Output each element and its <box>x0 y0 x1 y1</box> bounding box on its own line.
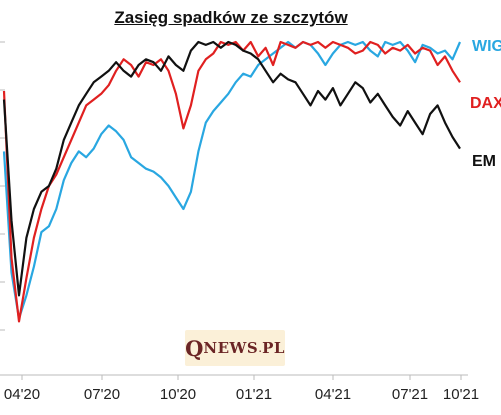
y-tick-marks <box>0 41 5 376</box>
chart-title: Zasięg spadków ze szczytów <box>114 8 348 27</box>
x-tick-label: 04'20 <box>3 386 41 403</box>
series-line-wig <box>2 40 462 320</box>
series-line-em <box>2 40 461 297</box>
x-tick-label: 07'21 <box>391 386 429 403</box>
x-tick-label: 10'21 <box>442 386 480 403</box>
x-tick-label: 04'21 <box>314 386 352 403</box>
series-label-wig: WIG <box>472 38 501 55</box>
x-tick-marks <box>21 375 462 380</box>
x-tick-label: 10'20 <box>159 386 197 403</box>
series-line-dax <box>2 40 461 323</box>
x-tick-label: 01'21 <box>235 386 273 403</box>
series-label-em: EM <box>472 153 496 170</box>
qnews-logo: Q NEWS. PL <box>185 330 285 366</box>
x-tick-label: 07'20 <box>83 386 121 403</box>
series-lines <box>2 40 462 323</box>
series-label-dax: DAX <box>470 95 501 112</box>
